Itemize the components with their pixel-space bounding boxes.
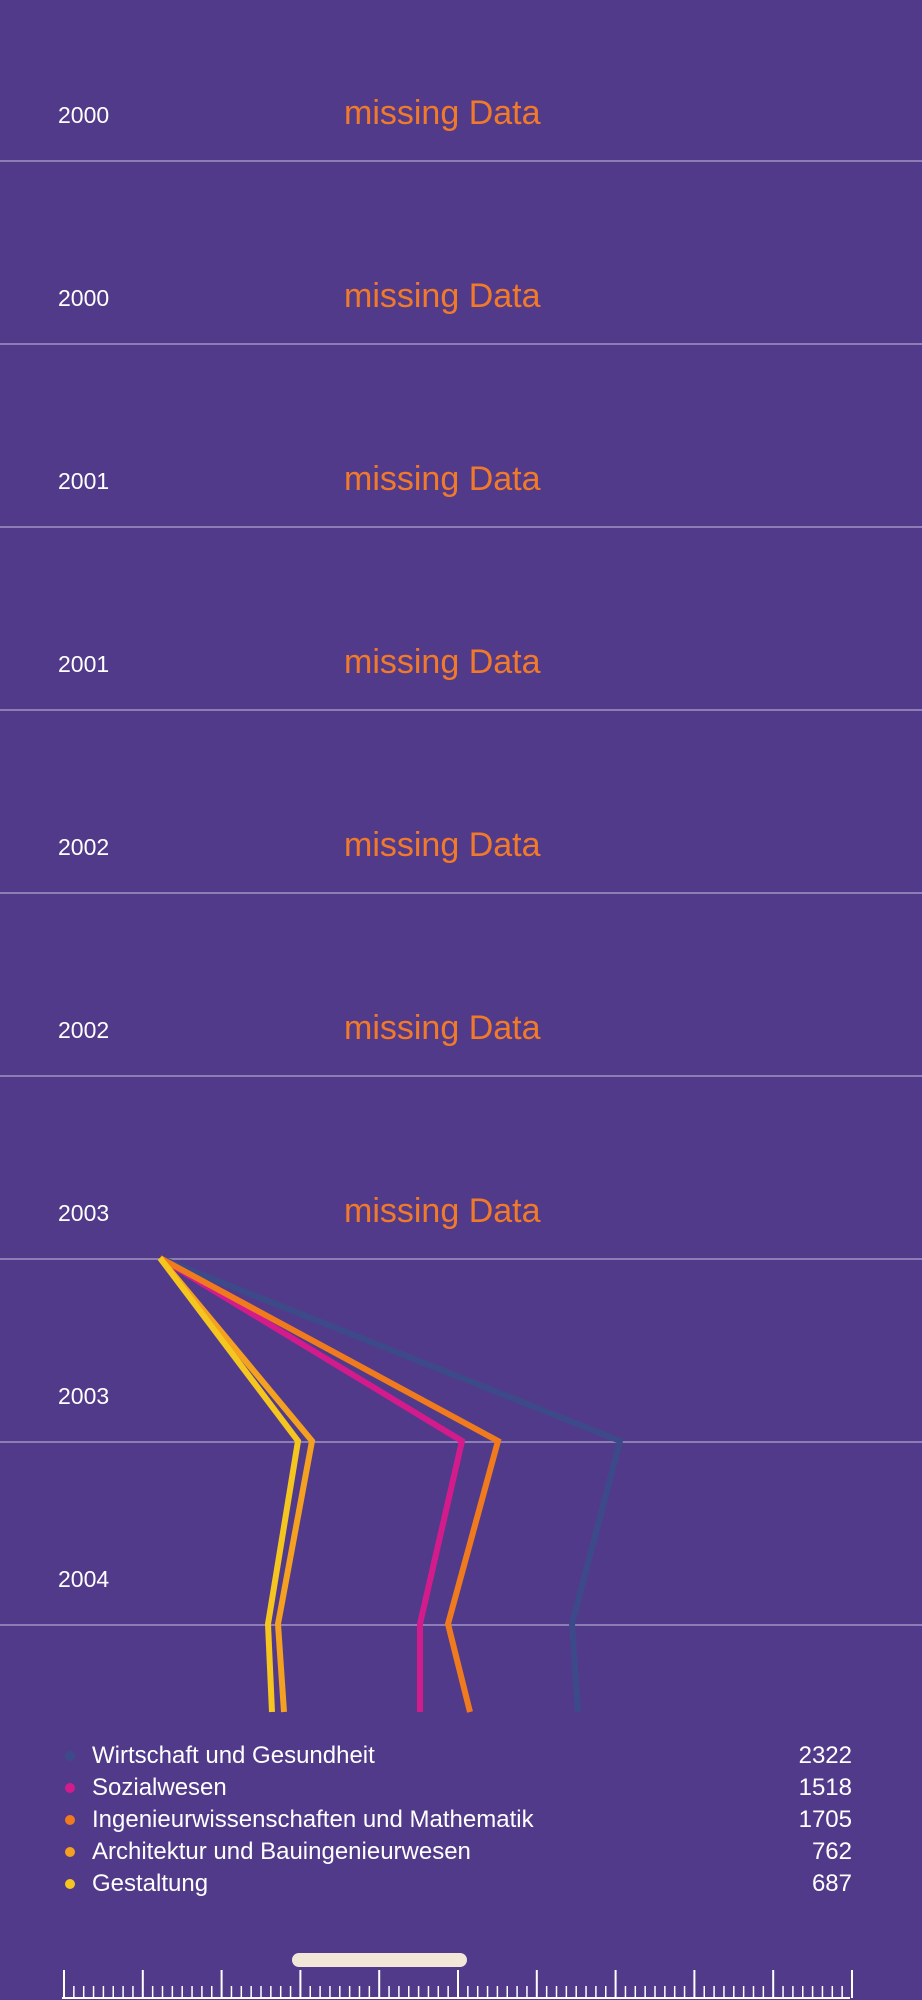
legend-label: Wirtschaft und Gesundheit <box>92 1742 375 1769</box>
missing-data-label: missing Data <box>344 277 541 315</box>
legend-value: 762 <box>811 1838 852 1865</box>
row-divider <box>0 1624 922 1626</box>
row-divider <box>0 709 922 711</box>
missing-data-label: missing Data <box>344 643 541 681</box>
legend-label: Gestaltung <box>92 1870 209 1897</box>
legend-value: 2322 <box>798 1742 852 1769</box>
timeline-ruler[interactable] <box>0 1968 922 2000</box>
legend-label: Ingenieurwissenschaften und Mathematik <box>92 1806 534 1833</box>
legend-item: Architektur und Bauingenieurwesen 762 <box>0 1836 922 1868</box>
timeline-row: 2002 missing Data <box>0 732 922 915</box>
legend-item: Gestaltung 687 <box>0 1868 922 1900</box>
row-year: 2003 <box>58 1200 110 1226</box>
legend-dot <box>65 1783 75 1793</box>
row-year: 2003 <box>58 1383 110 1409</box>
legend-dot <box>65 1879 75 1889</box>
row-divider <box>0 1075 922 1077</box>
timeline-row: 2003 missing Data <box>0 1098 922 1281</box>
timeline-row: 2002 missing Data <box>0 915 922 1098</box>
row-divider <box>0 892 922 894</box>
legend-item: Ingenieurwissenschaften und Mathematik 17… <box>0 1804 922 1836</box>
row-year: 2000 <box>58 102 110 128</box>
legend-label: Sozialwesen <box>92 1774 227 1801</box>
timeline-row: 2001 missing Data <box>0 549 922 732</box>
timeline-row: 2004 <box>0 1464 922 1647</box>
series-line-sozialwesen <box>158 1255 466 1712</box>
row-divider <box>0 160 922 162</box>
missing-data-label: missing Data <box>344 1009 541 1047</box>
row-year: 2001 <box>58 468 110 494</box>
legend-value: 687 <box>811 1870 852 1897</box>
legend-dot <box>65 1847 75 1857</box>
legend-dot <box>65 1815 75 1825</box>
legend-value: 1705 <box>798 1806 852 1833</box>
row-divider <box>0 526 922 528</box>
row-divider <box>0 1258 922 1260</box>
row-year: 2000 <box>58 285 110 311</box>
missing-data-label: missing Data <box>344 94 541 132</box>
timeline-scrollbar-thumb[interactable] <box>292 1953 467 1967</box>
row-year: 2002 <box>58 1017 110 1043</box>
legend-label: Architektur und Bauingenieurwesen <box>92 1838 471 1865</box>
series-line-wirtschaft-und-gesundheit <box>158 1255 624 1713</box>
legend-item: Wirtschaft und Gesundheit 2322 <box>0 1740 922 1772</box>
series-line-ingenieurwissenschaften-und-mathematik <box>158 1255 502 1713</box>
trend-lines-chart <box>157 1255 624 1713</box>
row-year: 2004 <box>58 1566 110 1592</box>
missing-data-label: missing Data <box>344 826 541 864</box>
row-divider <box>0 343 922 345</box>
row-year: 2001 <box>58 651 110 677</box>
legend-dot <box>65 1751 75 1761</box>
legend-item: Sozialwesen 1518 <box>0 1772 922 1804</box>
series-line-gestaltung <box>157 1256 302 1713</box>
timeline-row: 2001 missing Data <box>0 366 922 549</box>
series-line-architektur-und-bauingenieurwesen <box>157 1256 316 1713</box>
missing-data-label: missing Data <box>344 460 541 498</box>
missing-data-label: missing Data <box>344 1192 541 1230</box>
timeline-row: 2000 missing Data <box>0 0 922 183</box>
timeline-row: 2000 missing Data <box>0 183 922 366</box>
row-year: 2002 <box>58 834 110 860</box>
legend-value: 1518 <box>798 1774 852 1801</box>
